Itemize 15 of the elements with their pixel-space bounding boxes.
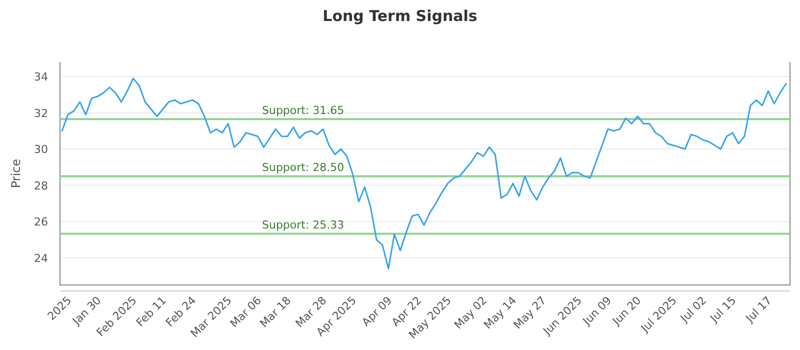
ref-line-label: Support: 28.50 — [262, 161, 344, 174]
x-tick-label: Jul 15 — [707, 294, 739, 326]
y-tick-label: 32 — [34, 106, 48, 120]
y-tick-label: 28 — [34, 179, 48, 192]
y-tick-label: 24 — [34, 252, 48, 265]
ref-line-label: Support: 25.33 — [262, 218, 344, 232]
y-tick-label: 26 — [34, 216, 48, 229]
x-tick-label: Jul 17 — [742, 294, 774, 326]
chart-title: Long Term Signals — [322, 7, 478, 25]
y-tick-label: 30 — [34, 143, 48, 156]
y-axis-title: Price — [9, 158, 23, 188]
y-tick-label: 34 — [34, 70, 48, 84]
line-series — [61, 78, 787, 270]
x-tick-label: Jul 02 — [677, 294, 710, 326]
ref-line-label: Support: 31.65 — [262, 104, 344, 118]
